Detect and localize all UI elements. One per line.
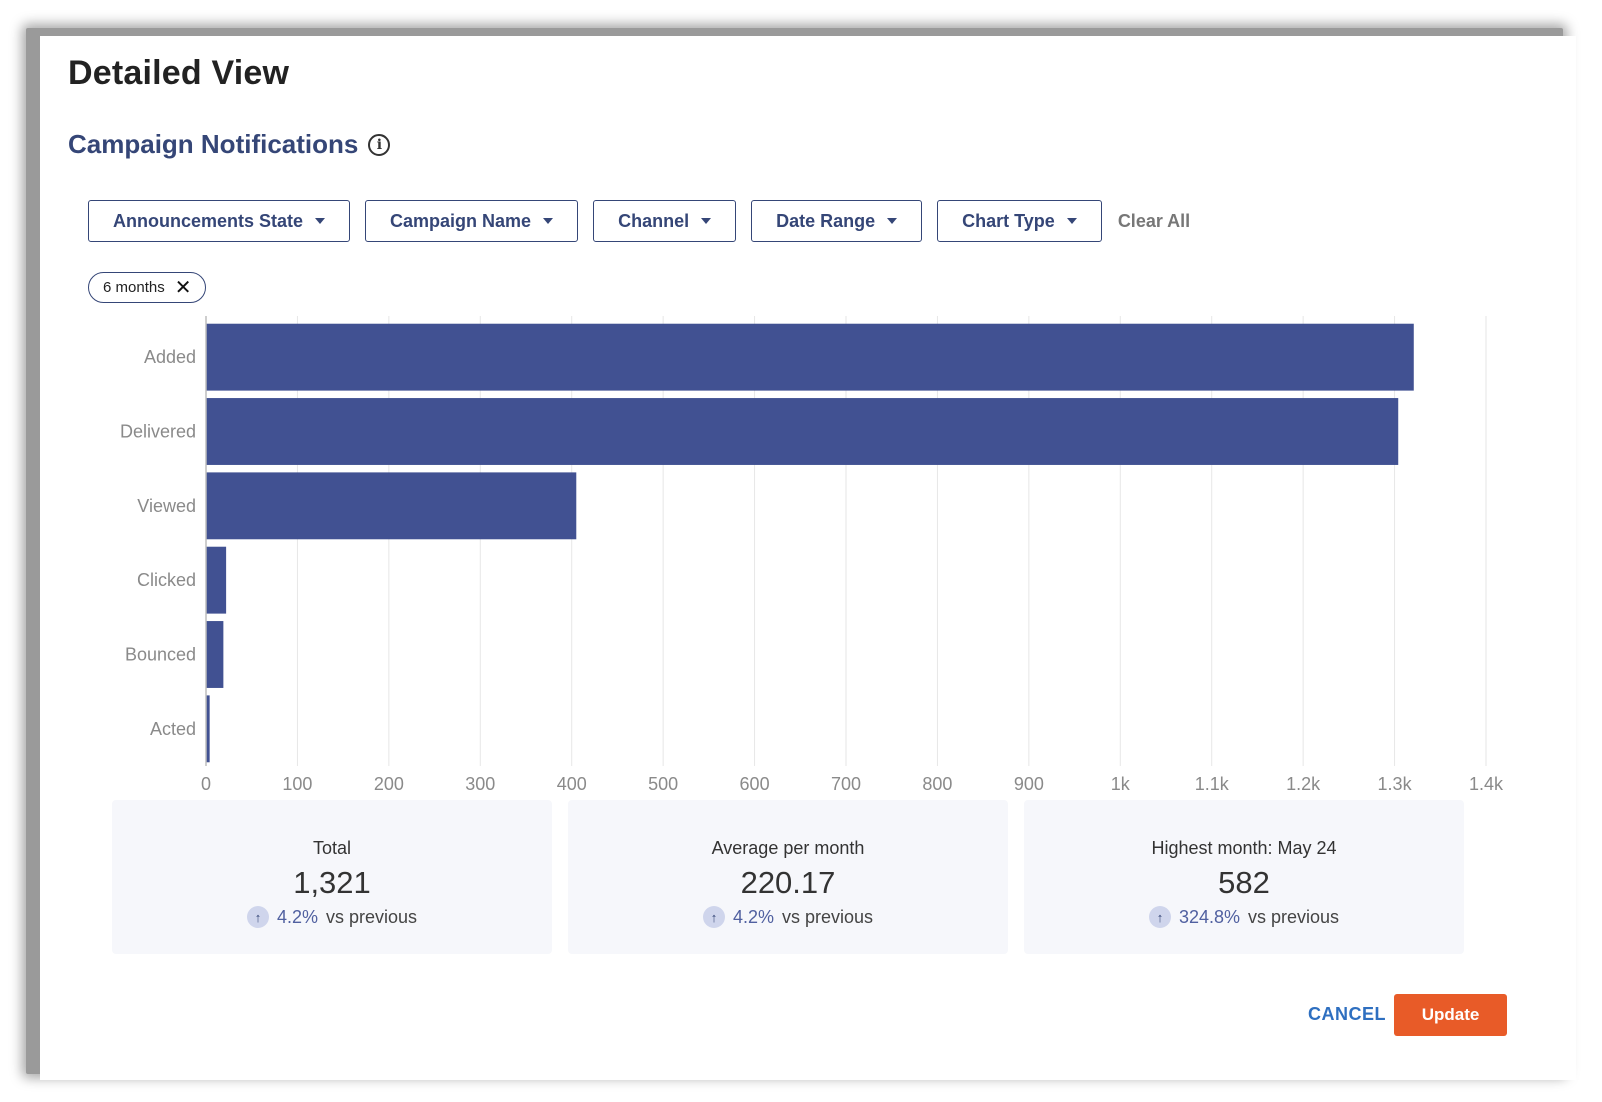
stat-change-suffix: vs previous: [781, 906, 874, 927]
x-tick-label: 300: [465, 774, 495, 792]
x-tick-label: 600: [740, 774, 770, 792]
x-tick-label: 700: [831, 774, 861, 792]
bar-clicked: [206, 546, 227, 614]
cancel-button[interactable]: CANCEL: [1308, 1004, 1386, 1024]
category-label: Bounced: [125, 645, 196, 665]
filter-label: Announcements State: [113, 210, 304, 231]
filter-label: Channel: [618, 210, 690, 231]
section-title: Campaign Notifications i: [68, 129, 391, 160]
bar-chart: Added Delivered Viewed Clicked Bounced Acted 0…: [86, 312, 1506, 792]
close-icon[interactable]: ✕: [174, 276, 192, 299]
x-tick-label: 400: [557, 774, 587, 792]
caret-down-icon: [887, 218, 898, 224]
x-tick-label: 1k: [1111, 774, 1131, 792]
filter-label: Chart Type: [962, 210, 1055, 231]
stat-change: ↑ 4.2% vs previous: [246, 906, 418, 928]
info-icon[interactable]: i: [368, 133, 391, 156]
stat-card-total: Total 1,321 ↑ 4.2% vs previous: [112, 800, 552, 954]
stat-change: ↑ 324.8% vs previous: [1148, 906, 1340, 928]
section-title-text: Campaign Notifications: [68, 129, 359, 159]
filter-campaign-name[interactable]: Campaign Name: [365, 200, 579, 242]
caret-down-icon: [543, 218, 554, 224]
x-tick-label: 800: [922, 774, 952, 792]
detailed-view-dialog: Detailed View Campaign Notifications i A…: [40, 36, 1576, 1080]
caret-down-icon: [701, 218, 712, 224]
filter-label: Campaign Name: [390, 210, 532, 231]
caret-down-icon: [315, 218, 326, 224]
x-tick-label: 1.3k: [1378, 774, 1413, 792]
stat-label: Total: [312, 838, 352, 858]
stat-value: 220.17: [740, 865, 836, 900]
stat-label: Highest month: May 24: [1151, 838, 1337, 858]
bar-acted: [206, 695, 210, 763]
filter-label: Date Range: [776, 210, 876, 231]
stat-change-suffix: vs previous: [1248, 906, 1340, 927]
stat-change-percent: 4.2%: [276, 906, 318, 927]
x-tick-label: 0: [201, 774, 211, 792]
stat-label: Average per month: [711, 838, 865, 858]
update-button[interactable]: Update: [1394, 994, 1507, 1036]
dialog-title: Detailed View: [68, 54, 290, 92]
caret-down-icon: [1066, 218, 1077, 224]
stat-card-average: Average per month 220.17 ↑ 4.2% vs previ…: [568, 800, 1008, 954]
filter-channel[interactable]: Channel: [593, 200, 737, 242]
clear-all-link[interactable]: Clear All: [1117, 210, 1191, 231]
bar-delivered: [206, 398, 1399, 465]
arrow-up-icon: ↑: [1148, 906, 1171, 928]
filter-chart-type[interactable]: Chart Type: [937, 200, 1102, 242]
x-tick-label: 100: [282, 774, 312, 792]
stat-card-highest-month: Highest month: May 24 582 ↑ 324.8% vs pr…: [1024, 800, 1464, 954]
x-tick-label: 900: [1014, 774, 1044, 792]
bar-bounced: [206, 621, 224, 688]
stat-value: 582: [1218, 865, 1270, 900]
bar-chart-svg: Added Delivered Viewed Clicked Bounced Acted 0…: [120, 316, 1504, 792]
stats-row: Total 1,321 ↑ 4.2% vs previous Average p…: [112, 800, 1464, 954]
arrow-up-icon: ↑: [702, 906, 725, 928]
category-label: Delivered: [120, 422, 196, 442]
x-tick-label: 1.4k: [1469, 774, 1504, 792]
category-label: Viewed: [137, 496, 196, 516]
stat-value: 1,321: [293, 865, 371, 900]
bar-viewed: [206, 472, 577, 540]
x-tick-label: 500: [648, 774, 678, 792]
category-label: Added: [144, 347, 196, 367]
filter-date-range[interactable]: Date Range: [751, 200, 923, 242]
chip-label: 6 months: [103, 279, 165, 296]
category-label: Clicked: [137, 570, 196, 590]
filter-announcements-state[interactable]: Announcements State: [88, 200, 351, 242]
x-tick-label: 200: [374, 774, 404, 792]
x-tick-label: 1.1k: [1195, 774, 1230, 792]
bar-added: [206, 323, 1414, 391]
stat-change-percent: 4.2%: [732, 906, 774, 927]
stat-change-percent: 324.8%: [1178, 906, 1240, 927]
category-label: Acted: [150, 719, 196, 739]
x-tick-label: 1.2k: [1286, 774, 1321, 792]
active-filter-chip: 6 months ✕: [88, 272, 207, 303]
stat-change-suffix: vs previous: [325, 906, 418, 927]
arrow-up-icon: ↑: [246, 906, 269, 928]
filter-bar: Announcements State Campaign Name Channe…: [88, 200, 1190, 242]
stat-change: ↑ 4.2% vs previous: [702, 906, 874, 928]
